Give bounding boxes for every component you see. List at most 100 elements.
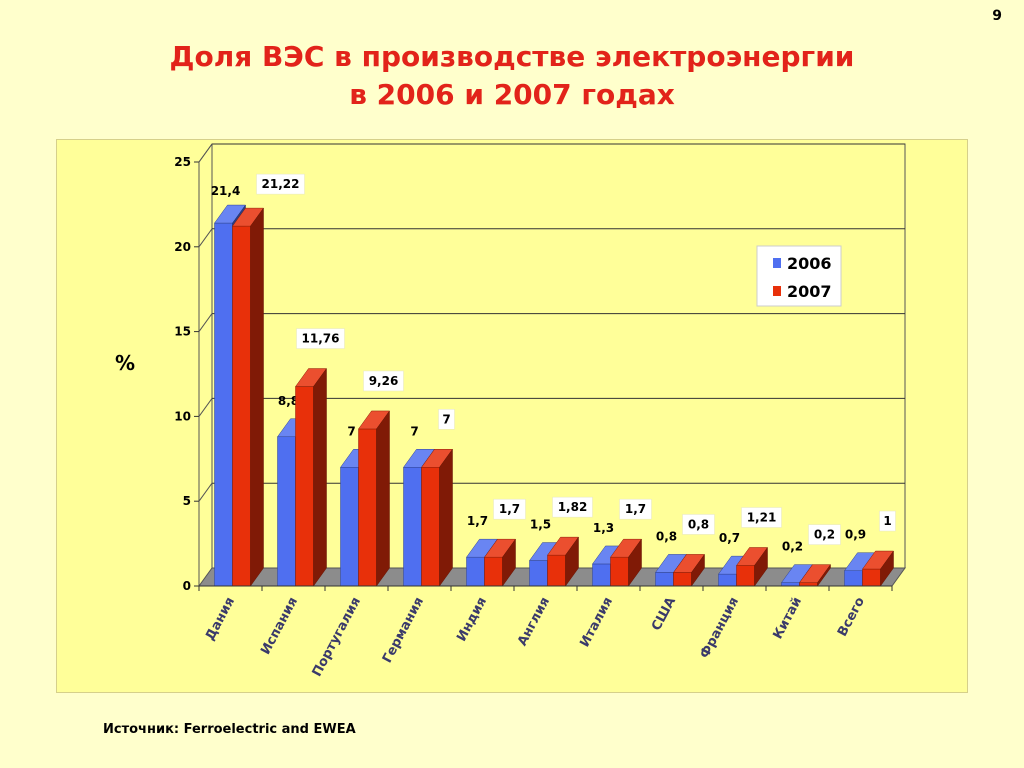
grid-line-side [198,143,213,163]
data-label-2007: 1,82 [558,500,588,514]
x-tick-label: Испания [258,595,301,657]
bar-front [295,386,314,587]
bar-side [376,410,390,587]
data-label-2006: 0,8 [656,529,677,543]
data-label-box [808,524,841,545]
y-tick-label: 15 [174,325,191,339]
data-label-2007: 0,2 [814,528,835,542]
data-label-box [493,498,526,520]
bar-chart: 0 5 10 15 20 25% 21,4 21,22 Дания 8,8 11,76 Испания… [115,143,906,679]
bar-2007-1 [232,207,264,587]
data-label-2007: 21,22 [262,177,300,191]
bar-front [421,467,440,587]
x-tick-label: Англия [515,595,553,649]
legend-swatch-2007 [773,286,781,296]
bar-side [565,536,579,587]
legend-swatch-2006 [773,258,781,268]
y-axis-label: % [115,351,135,375]
data-label-box [741,507,782,528]
data-label-box [363,370,404,392]
bar-side [313,367,327,587]
title-line-1: Доля ВЭС в производстве электроэнергии [169,40,855,73]
data-label-2006: 1,3 [593,521,614,535]
bar-2007-3 [358,410,390,587]
bar-front [673,572,692,587]
data-label-2007: 1,21 [747,510,777,524]
data-label-2007: 1,7 [499,502,520,516]
bar-front [610,556,629,587]
bar-front [781,582,800,587]
y-tick-label: 10 [174,409,191,423]
bar-2007-6 [547,536,579,587]
bar-front [214,222,233,587]
data-label-2006: 21,4 [211,184,241,198]
bar-front [466,556,485,587]
bar-front [736,565,755,587]
data-label-2007: 11,76 [302,332,340,346]
y-tick-label: 5 [183,494,191,508]
bar-side [880,550,894,587]
bar-side [502,538,516,587]
bar-front [547,554,566,587]
bar-2007-4 [421,448,453,587]
bar-front [340,467,359,587]
legend-label-2007: 2007 [787,282,832,301]
bar-front [718,573,737,587]
page-number: 9 [992,8,1002,24]
data-label-box [879,510,896,532]
bar-side [250,207,264,587]
data-label-2006: 1,5 [530,518,551,532]
y-tick-label: 25 [174,155,191,169]
bar-front [655,572,674,587]
data-label-2007: 1 [883,514,891,528]
y-tick-label: 20 [174,240,191,254]
data-label-2007: 7 [442,412,450,426]
data-label-2007: 0,8 [688,517,709,531]
bar-front [232,225,251,587]
bar-2007-11 [862,550,894,587]
data-label-2007: 9,26 [369,374,399,388]
y-tick-label: 0 [183,579,191,593]
x-tick-label: Всего [835,595,868,639]
data-label-box [256,173,305,195]
grid-line-side [198,482,213,502]
bar-side [439,448,453,587]
bar-side [691,553,705,587]
bar-2007-7 [610,538,642,587]
x-tick-label: Португалия [310,595,364,679]
data-label-2006: 0,2 [782,540,803,554]
grid-line-side [198,398,213,417]
data-label-box [296,328,345,349]
data-label-2007: 1,7 [625,502,646,516]
bar-front [358,428,377,587]
x-tick-label: Франция [697,595,742,661]
bar-front [799,582,818,587]
data-label-2006: 1,7 [467,514,488,528]
bar-front [862,568,881,587]
title-line-2: в 2006 и 2007 годах [349,78,675,111]
data-label-box [438,409,455,430]
bar-front [529,560,548,587]
bar-2007-8 [673,553,705,587]
slide-title: Доля ВЭС в производстве электроэнергии в… [0,38,1024,114]
data-label-box [682,514,715,535]
bar-front [844,570,863,587]
bar-front [277,436,296,587]
grid-line-side [198,313,213,332]
x-tick-label: Китай [771,595,805,642]
bar-front [484,556,503,587]
bar-2007-10 [799,563,831,587]
x-tick-label: Индия [454,595,490,644]
chart-panel: 0 5 10 15 20 25% 21,4 21,22 Дания 8,8 11,76 Испания… [56,139,968,693]
data-label-2006: 8,8 [278,394,299,408]
data-label-box [552,496,593,518]
bar-2007-2 [295,367,327,587]
x-tick-label: Италия [577,595,616,650]
data-label-2006: 7 [347,424,355,438]
bar-side [754,546,768,587]
data-label-2006: 0,9 [845,528,866,542]
bar-2007-5 [484,538,516,587]
x-tick-label: Дания [203,595,238,643]
source-note: Источник: Ferroelectric and EWEA [103,722,356,737]
bar-front [592,563,611,587]
